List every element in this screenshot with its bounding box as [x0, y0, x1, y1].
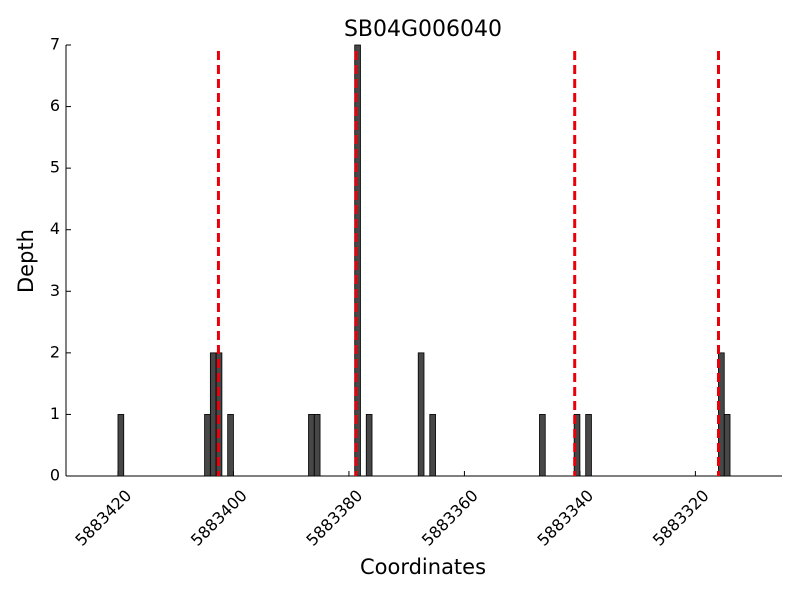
x-tick-label: 5883360 [418, 486, 482, 550]
bar [429, 414, 436, 477]
bar [365, 414, 373, 477]
y-tick-label: 3 [50, 281, 60, 300]
bar [354, 44, 361, 477]
x-tick-label: 5883380 [302, 486, 366, 550]
bar [723, 414, 731, 477]
y-axis-label: Depth [14, 229, 38, 293]
y-tick-label: 2 [50, 342, 60, 361]
bar [308, 414, 315, 477]
y-tick-label: 7 [50, 35, 60, 54]
x-tick-label: 5883420 [71, 486, 135, 550]
bar [313, 414, 321, 477]
chart-title: SB04G006040 [344, 17, 502, 42]
bar [227, 414, 234, 477]
bar [209, 352, 217, 477]
bar [539, 414, 546, 477]
bar [117, 414, 125, 477]
x-axis-label: Coordinates [360, 555, 486, 579]
y-tick-label: 5 [50, 158, 60, 177]
bar [417, 352, 425, 477]
bar [204, 414, 211, 477]
x-tick-label: 5883320 [649, 486, 713, 550]
y-tick-label: 4 [50, 219, 60, 238]
y-tick-label: 6 [50, 96, 60, 115]
y-tick-label: 1 [50, 404, 60, 423]
x-tick-label: 5883340 [533, 486, 597, 550]
x-tick-label: 5883400 [187, 486, 251, 550]
bar [585, 414, 592, 477]
y-tick-label: 0 [50, 466, 60, 485]
